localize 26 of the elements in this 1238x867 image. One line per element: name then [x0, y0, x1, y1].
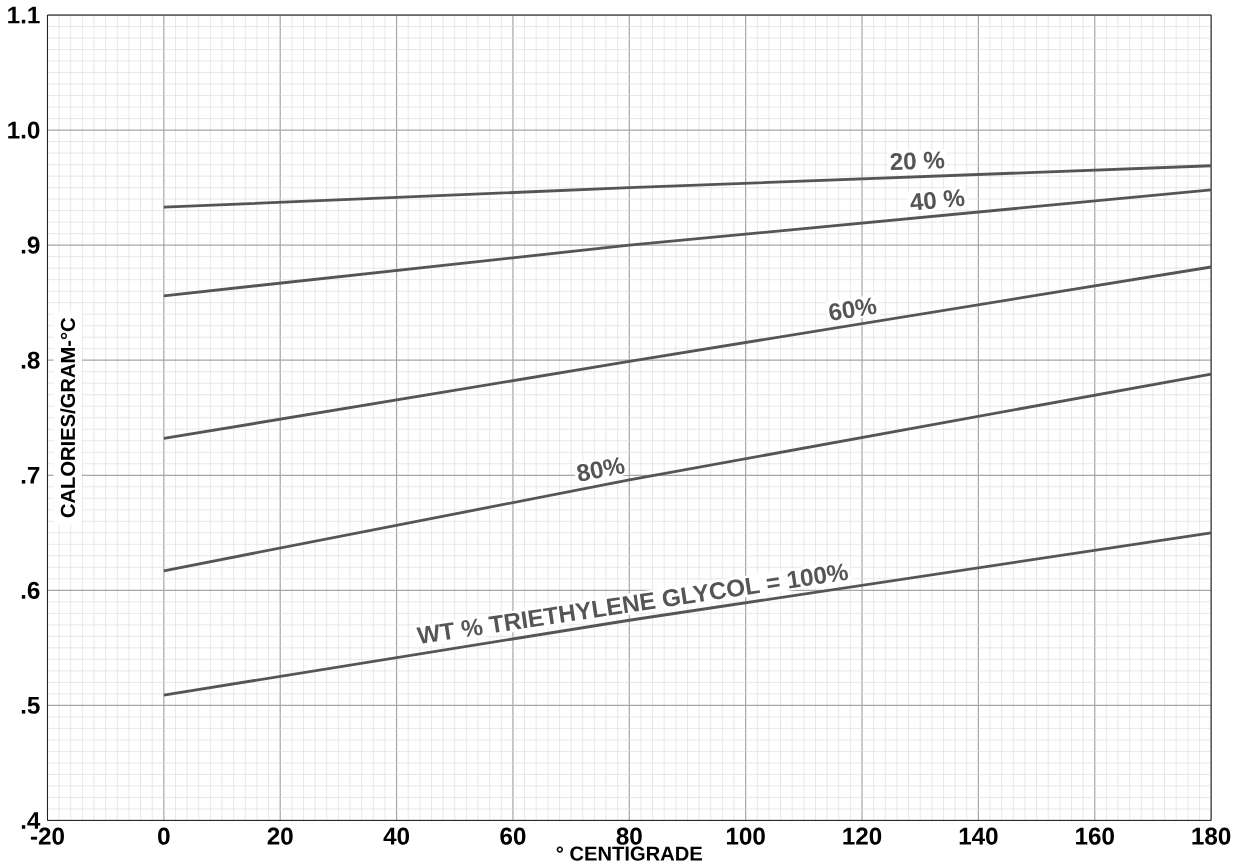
text: 40 %: [910, 189, 965, 210]
x-tick-label: 120: [843, 827, 882, 845]
y-axis-title: CALORIES/GRAM-°C: [60, 317, 76, 518]
x-tick-label: 20: [267, 827, 293, 845]
y-tick-label: .4: [21, 811, 41, 829]
text: 80%: [577, 456, 625, 481]
y-tick-label: .9: [21, 236, 40, 254]
x-tick-label: 160: [1076, 827, 1114, 845]
x-tick-label: 0: [158, 827, 170, 845]
x-tick-label: 140: [959, 827, 998, 845]
text: 60%: [829, 297, 877, 321]
text: WT % TRIETHYLENE GLYCOL = 100%: [416, 563, 848, 644]
series-label: 20 %: [890, 151, 945, 170]
y-tick-label: .6: [21, 581, 40, 599]
x-axis-title: ° CENTIGRADE: [556, 846, 702, 861]
y-tick-label: .8: [21, 351, 40, 369]
y-tick-label: 1.1: [8, 6, 40, 24]
y-tick-label: .7: [21, 466, 40, 484]
x-tick-label: 80: [616, 827, 642, 845]
y-tick-label: .5: [21, 696, 40, 714]
y-tick-label: 1.0: [8, 121, 40, 139]
x-tick-label: 100: [726, 827, 765, 845]
x-tick-label: 60: [500, 827, 526, 845]
x-tick-label: 180: [1192, 827, 1231, 845]
x-tick-label: -20: [30, 827, 64, 845]
x-tick-label: 40: [383, 827, 410, 845]
